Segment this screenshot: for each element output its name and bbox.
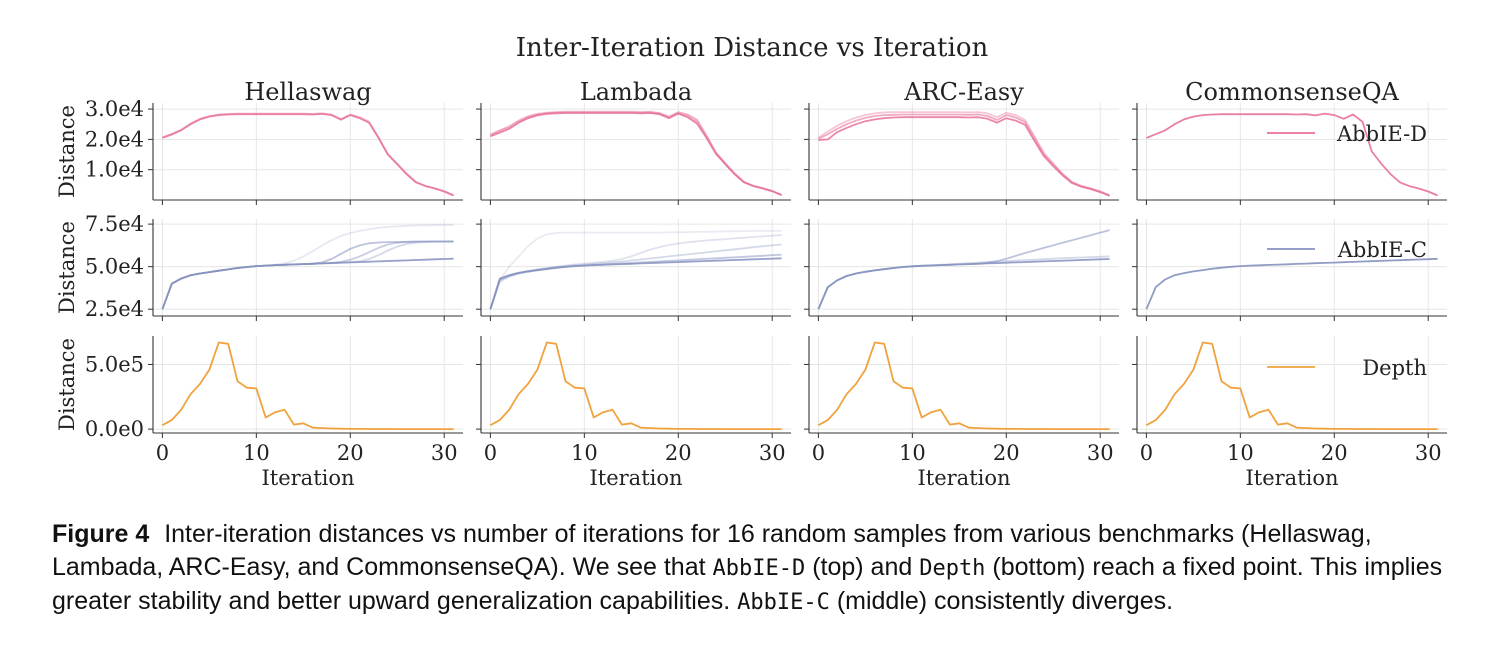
x-tick-label: 20 — [993, 441, 1020, 465]
x-axis-label: Iteration — [261, 466, 354, 490]
figure-caption: Figure 4 Inter-iteration distances vs nu… — [52, 518, 1472, 619]
panel-abbie-d-4: CommonsenseQA AbbIE-D — [1132, 78, 1447, 205]
x-tick-label: 10 — [243, 441, 270, 465]
column-title: Hellaswag — [244, 78, 371, 106]
series-line-abbie-c — [1145, 257, 1438, 310]
panel-depth-1: 0 10 20 30 0.0e0 5.0e5 Iteration — [85, 336, 463, 490]
series-line-depth — [1145, 341, 1438, 431]
caption-text-1: Inter-iteration distances vs number of i… — [52, 520, 1372, 581]
x-tick-label: 10 — [571, 441, 598, 465]
series-line-depth — [161, 341, 454, 431]
x-tick-label: 20 — [665, 441, 692, 465]
x-tick-label: 10 — [899, 441, 926, 465]
x-tick-label: 0 — [484, 441, 497, 465]
caption-code-depth: Depth — [919, 556, 986, 581]
panel-abbie-d-3: ARC-Easy — [804, 78, 1119, 205]
y-tick-label: 7.5e4 — [85, 212, 144, 236]
series-line-abbie-d — [490, 110, 782, 196]
x-axis-label: Iteration — [917, 466, 1010, 490]
x-tick-label: 30 — [431, 441, 458, 465]
column-title: Lambada — [580, 78, 692, 106]
caption-text-2: (top) and — [812, 553, 913, 581]
x-tick-label: 0 — [1140, 441, 1153, 465]
y-tick-label: 2.5e4 — [85, 297, 144, 321]
y-tick-label: 5.0e4 — [85, 255, 144, 279]
y-tick-label: 2.0e4 — [85, 127, 144, 151]
figure-suptitle: Inter-Iteration Distance vs Iteration — [516, 33, 989, 63]
legend-label: AbbIE-C — [1337, 238, 1427, 262]
series-line-abbie-c — [489, 234, 782, 310]
column-title: ARC-Easy — [903, 78, 1024, 106]
x-tick-label: 20 — [1321, 441, 1348, 465]
series-line-abbie-c — [489, 229, 782, 310]
panel-depth-3: 0 10 20 30 Iteration — [804, 336, 1119, 490]
series-line-abbie-d — [490, 112, 782, 197]
series-line-abbie-d — [490, 111, 782, 196]
x-axis-label: Iteration — [1245, 466, 1338, 490]
panel-abbie-c-3 — [804, 219, 1119, 321]
y-tick-label: 3.0e4 — [85, 97, 144, 121]
series-line-abbie-c — [489, 257, 782, 310]
x-tick-label: 30 — [759, 441, 786, 465]
series-line-depth — [489, 341, 782, 431]
series-line-abbie-c — [161, 240, 454, 310]
series-line-abbie-d — [162, 112, 454, 197]
series-line-abbie-c — [817, 255, 1110, 310]
series-line-abbie-c — [817, 229, 1110, 310]
y-axis-label: Distance — [55, 105, 79, 198]
x-tick-label: 30 — [1087, 441, 1114, 465]
series-line-abbie-d — [817, 111, 1110, 197]
legend-label: Depth — [1362, 356, 1427, 380]
caption-text-3: (bottom) reach a fixed point. This impli… — [52, 553, 1443, 615]
series-line-abbie-c — [161, 240, 454, 310]
x-axis-label: Iteration — [589, 466, 682, 490]
y-tick-label: 0.0e0 — [85, 417, 144, 441]
y-tick-label: 1.0e4 — [85, 158, 144, 182]
caption-text-4: (middle) consistently diverges. — [836, 587, 1174, 615]
panel-abbie-c-4: AbbIE-C — [1132, 219, 1447, 321]
panel-abbie-c-2 — [476, 219, 791, 321]
caption-code-abbie-d: AbbIE-D — [712, 556, 806, 581]
column-title: CommonsenseQA — [1185, 78, 1399, 106]
x-tick-label: 10 — [1227, 441, 1254, 465]
figure-grid: Inter-Iteration Distance vs Iteration 1.… — [55, 33, 1447, 490]
panel-depth-4: 0 10 20 30 Iteration Depth — [1132, 336, 1447, 490]
panel-abbie-d-2: Lambada — [476, 78, 791, 205]
panel-depth-2: 0 10 20 30 Iteration — [476, 336, 791, 490]
series-line-abbie-d — [162, 113, 454, 197]
y-axis-label: Distance — [55, 338, 79, 431]
series-line-abbie-c — [161, 224, 454, 310]
caption-code-abbie-c: AbbIE-C — [737, 590, 830, 615]
panel-abbie-d-1: 1.0e4 2.0e4 3.0e4 Hellaswag — [85, 78, 463, 205]
series-line-depth — [817, 341, 1110, 431]
panel-abbie-c-1: 2.5e4 5.0e4 7.5e4 — [85, 212, 463, 321]
y-axis-label: Distance — [55, 221, 79, 314]
series-line-abbie-d — [818, 113, 1110, 197]
legend-label: AbbIE-D — [1336, 122, 1427, 146]
x-tick-label: 30 — [1415, 441, 1442, 465]
series-line-abbie-d — [1146, 112, 1438, 197]
x-tick-label: 20 — [337, 441, 364, 465]
series-line-abbie-c — [161, 240, 454, 310]
series-line-abbie-d — [818, 116, 1110, 197]
series-line-abbie-c — [489, 253, 782, 310]
series-line-abbie-c — [489, 243, 782, 310]
y-tick-label: 5.0e5 — [85, 352, 144, 376]
caption-label: Figure 4 — [52, 520, 150, 548]
x-tick-label: 0 — [156, 441, 169, 465]
x-tick-label: 0 — [812, 441, 825, 465]
